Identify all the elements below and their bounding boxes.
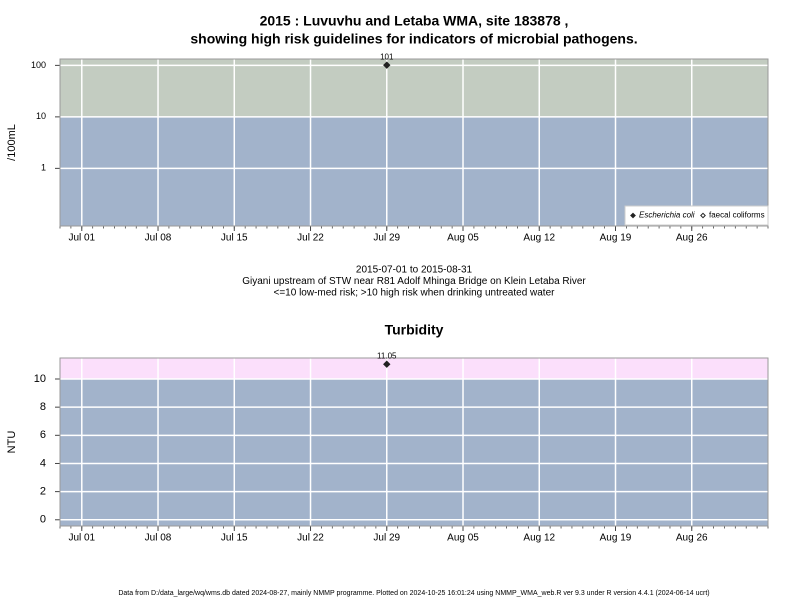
high-risk-band [60, 59, 768, 117]
y-tick-label: 100 [31, 60, 46, 70]
low-risk-band [60, 379, 768, 526]
x-tick-label: Jul 01 [68, 533, 95, 544]
caption: 2015-07-01 to 2015-08-31 [356, 265, 473, 276]
x-tick-label: Aug 05 [447, 533, 479, 544]
panel: 2015 : Luvuvhu and Letaba WMA, site 1838… [6, 13, 769, 299]
x-tick-label: Jul 08 [145, 533, 172, 544]
x-tick-label: Aug 19 [600, 533, 632, 544]
x-tick-label: Jul 01 [68, 233, 95, 244]
chart-title: 2015 : Luvuvhu and Letaba WMA, site 1838… [260, 13, 569, 29]
legend-label: Escherichia coli [639, 211, 695, 220]
x-tick-label: Aug 26 [676, 233, 708, 244]
y-axis-label: NTU [6, 431, 18, 454]
panel: Turbidity Jul 01 Jul 08 Jul 15 Jul 22 Jul 29 A… [6, 322, 769, 544]
footer: Data from D:/data_large/wq/wms.db dated … [118, 590, 709, 597]
x-tick-label: Aug 12 [523, 533, 555, 544]
x-tick-label: Jul 29 [373, 533, 400, 544]
x-tick-label: Jul 15 [221, 533, 248, 544]
x-tick-label: Jul 15 [221, 233, 248, 244]
plot-frame [59, 357, 769, 527]
x-tick-label: Aug 12 [523, 233, 555, 244]
high-risk-band [60, 358, 768, 380]
caption: Giyani upstream of STW near R81 Adolf Mh… [242, 276, 586, 287]
x-tick-label: Jul 22 [297, 233, 324, 244]
x-tick-label: Jul 22 [297, 533, 324, 544]
caption: <=10 low-med risk; >10 high risk when dr… [274, 288, 556, 299]
x-tick-label: Aug 26 [676, 533, 708, 544]
y-tick-label: 1 [41, 163, 46, 173]
data-point [383, 61, 391, 69]
x-tick-label: Jul 29 [373, 233, 400, 244]
x-tick-label: Aug 19 [600, 233, 632, 244]
legend-marker [700, 212, 706, 219]
y-tick-label: 8 [40, 401, 46, 413]
data-label: 101 [380, 52, 394, 61]
y-tick-label: 0 [40, 514, 46, 526]
legend-label: faecal coliforms [709, 211, 765, 220]
y-axis-label: /100mL [6, 124, 18, 161]
x-tick-label: Jul 08 [145, 233, 172, 244]
legend-box [624, 205, 769, 226]
data-label: 11.05 [377, 351, 397, 360]
plot-frame [59, 58, 769, 227]
data-point [383, 360, 391, 368]
y-tick-label: 10 [36, 111, 46, 121]
y-tick-label: 10 [34, 373, 46, 385]
x-tick-label: Aug 05 [447, 233, 479, 244]
y-tick-label: 4 [40, 457, 46, 469]
legend-marker [630, 212, 636, 219]
y-tick-label: 2 [40, 486, 46, 498]
chart-title: showing high risk guidelines for indicat… [190, 31, 637, 47]
y-tick-label: 6 [40, 429, 46, 441]
chart-title: Turbidity [385, 322, 444, 338]
